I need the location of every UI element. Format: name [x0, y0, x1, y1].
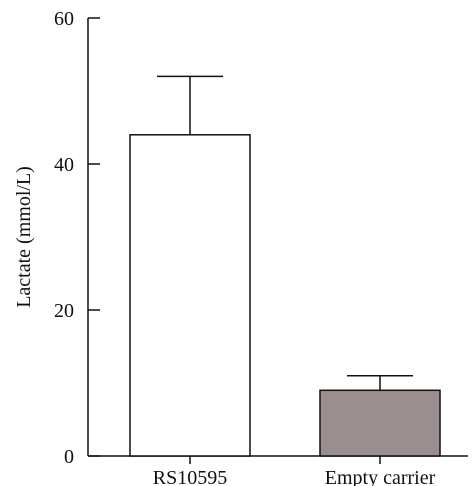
y-tick-label: 60: [54, 8, 74, 30]
y-tick-label: 0: [64, 446, 74, 468]
y-tick-label: 20: [54, 300, 74, 322]
x-axis: RS10595 Empty carrier: [88, 455, 468, 486]
y-axis: 0 20 40 60: [54, 8, 100, 468]
x-tick-label: RS10595: [153, 467, 227, 486]
x-tick-label: Empty carrier: [325, 467, 436, 486]
y-tick-label: 40: [54, 154, 74, 176]
error-bars-group: [157, 75, 413, 391]
bar: [319, 389, 441, 457]
bar: [129, 134, 251, 457]
y-axis-label: Lactate (mmol/L): [13, 166, 35, 308]
bars-group: [129, 134, 441, 457]
